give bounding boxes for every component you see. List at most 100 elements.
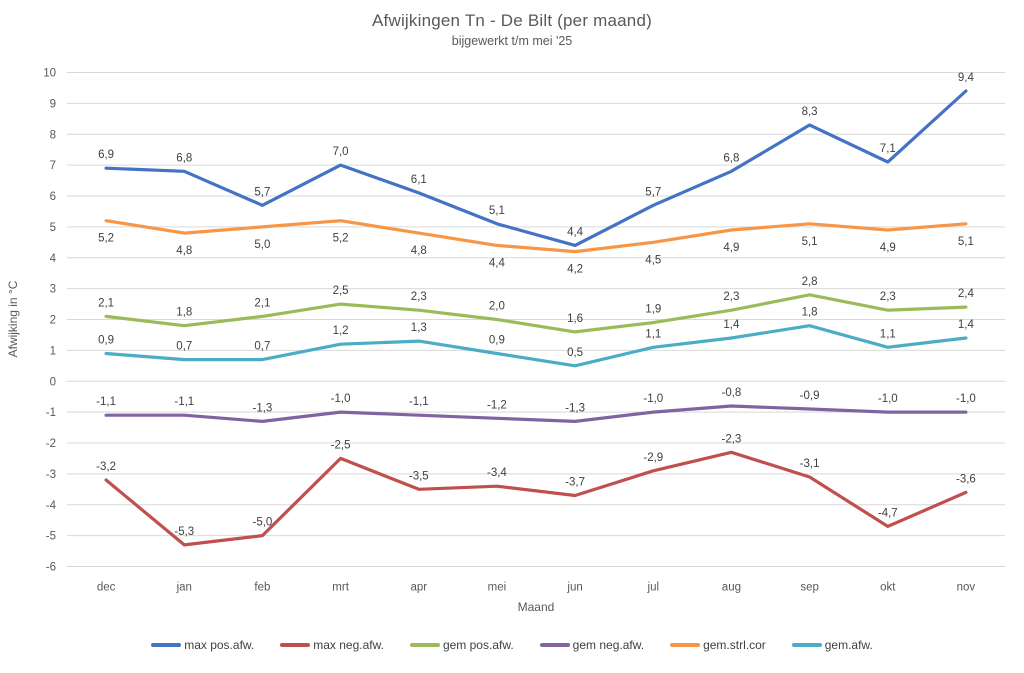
data-label: -2,9 xyxy=(643,452,663,464)
data-label: 5,7 xyxy=(645,186,661,198)
data-label: 0,9 xyxy=(98,335,114,347)
x-tick-label: okt xyxy=(880,582,896,594)
data-label: 5,1 xyxy=(489,205,505,217)
data-label: 5,7 xyxy=(254,186,270,198)
y-tick-label: 6 xyxy=(50,191,56,203)
data-label: -1,0 xyxy=(956,393,976,405)
legend-swatch xyxy=(409,643,440,647)
legend-item[interactable]: gem pos.afw. xyxy=(409,638,514,652)
legend-label: gem.strl.cor xyxy=(703,638,766,652)
series-line-5[interactable] xyxy=(104,324,968,368)
legend-label: gem.afw. xyxy=(824,638,873,652)
series-line-1[interactable] xyxy=(104,450,968,547)
series-line-3[interactable] xyxy=(104,404,968,423)
y-tick-label: 8 xyxy=(50,129,56,141)
data-label: -3,4 xyxy=(487,467,507,479)
chart-subtitle: bijgewerkt t/m mei '25 xyxy=(451,34,573,48)
data-label: 4,8 xyxy=(411,245,427,257)
data-label: 1,1 xyxy=(645,328,661,340)
data-label: 4,2 xyxy=(567,264,583,276)
x-tick-label: apr xyxy=(410,582,427,594)
data-label: 6,1 xyxy=(411,174,427,186)
legend-swatch xyxy=(151,643,182,647)
data-label: -3,7 xyxy=(565,477,585,489)
data-label: 0,9 xyxy=(489,335,505,347)
data-label: 2,1 xyxy=(98,297,114,309)
x-tick-label: mei xyxy=(488,582,507,594)
data-label: 2,5 xyxy=(333,285,349,297)
series-line-4[interactable] xyxy=(104,219,968,254)
legend-item[interactable]: max neg.afw. xyxy=(280,638,384,652)
x-tick-label: aug xyxy=(722,582,741,594)
data-label: -1,0 xyxy=(331,393,351,405)
y-tick-label: 9 xyxy=(50,98,56,110)
y-tick-label: 1 xyxy=(50,345,56,357)
legend-swatch xyxy=(539,643,570,647)
x-tick-label: sep xyxy=(800,582,819,594)
data-label: -1,1 xyxy=(96,396,116,408)
data-label: 2,3 xyxy=(723,291,739,303)
y-tick-label: -2 xyxy=(46,438,56,450)
data-label: -1,1 xyxy=(409,396,429,408)
data-label: 4,4 xyxy=(567,226,584,238)
legend: max pos.afw. max neg.afw. gem pos.afw. gem … xyxy=(0,638,1024,652)
x-axis-title: Maand xyxy=(517,600,555,614)
legend-label: gem neg.afw. xyxy=(572,638,645,652)
legend-swatch xyxy=(670,643,701,647)
data-label: 2,3 xyxy=(411,291,427,303)
data-label: 6,9 xyxy=(98,149,114,161)
chart-title: Afwijkingen Tn - De Bilt (per maand) xyxy=(372,11,652,30)
data-label: 2,4 xyxy=(958,288,975,300)
y-tick-label: 5 xyxy=(50,222,56,234)
data-label: -1,0 xyxy=(878,393,898,405)
plot-svg: -6 -5 -4 -3 -2 -1 0 1 2 3 4 5 6 7 8 9 10 dec jan feb mrt apr m… xyxy=(43,68,1005,594)
data-label: 9,4 xyxy=(958,72,975,84)
data-label: 1,3 xyxy=(411,322,427,334)
legend-item[interactable]: max pos.afw. xyxy=(151,638,254,652)
data-label: 7,1 xyxy=(880,143,896,155)
series-line-0[interactable] xyxy=(104,89,968,247)
data-label: -5,0 xyxy=(252,517,272,529)
data-label: 5,2 xyxy=(333,233,349,245)
data-label: -4,7 xyxy=(878,507,898,519)
data-label: -3,5 xyxy=(409,470,429,482)
data-label: -3,6 xyxy=(956,473,976,485)
data-label: 1,8 xyxy=(802,307,818,319)
data-label: 6,8 xyxy=(723,152,739,164)
data-label: -5,3 xyxy=(174,526,194,538)
data-label: 4,9 xyxy=(723,242,739,254)
data-label: -1,3 xyxy=(565,402,585,414)
data-label: -1,0 xyxy=(643,393,663,405)
x-tick-label: jan xyxy=(176,582,192,594)
data-label: 4,4 xyxy=(489,257,506,269)
data-label: -1,3 xyxy=(252,402,272,414)
data-label: -1,2 xyxy=(487,399,507,411)
data-label: 4,8 xyxy=(176,245,192,257)
legend-item[interactable]: gem.afw. xyxy=(791,638,873,652)
series-line-2[interactable] xyxy=(104,293,968,334)
y-tick-label: -4 xyxy=(46,500,57,512)
x-tick-label: jul xyxy=(647,582,660,594)
legend-swatch xyxy=(280,643,311,647)
data-label: 2,0 xyxy=(489,301,505,313)
y-tick-label: 7 xyxy=(50,160,56,172)
x-tick-label: mrt xyxy=(332,582,349,594)
legend-swatch xyxy=(791,643,822,647)
y-tick-label: -1 xyxy=(46,407,56,419)
legend-item[interactable]: gem neg.afw. xyxy=(539,638,645,652)
y-tick-label: 10 xyxy=(43,68,56,80)
legend-item[interactable]: gem.strl.cor xyxy=(670,638,766,652)
x-tick-label: dec xyxy=(97,582,116,594)
data-label: 2,3 xyxy=(880,291,896,303)
y-tick-label: 2 xyxy=(50,315,56,327)
y-tick-label: -5 xyxy=(46,531,56,543)
data-label: 5,1 xyxy=(802,236,818,248)
data-label: -2,3 xyxy=(721,433,741,445)
data-label: 2,8 xyxy=(802,276,818,288)
y-tick-label: -6 xyxy=(46,562,56,574)
data-label: 0,7 xyxy=(254,341,270,353)
data-label: 5,2 xyxy=(98,233,114,245)
data-label: 1,4 xyxy=(958,319,975,331)
data-label: -2,5 xyxy=(331,439,351,451)
y-tick-label: -3 xyxy=(46,469,56,481)
